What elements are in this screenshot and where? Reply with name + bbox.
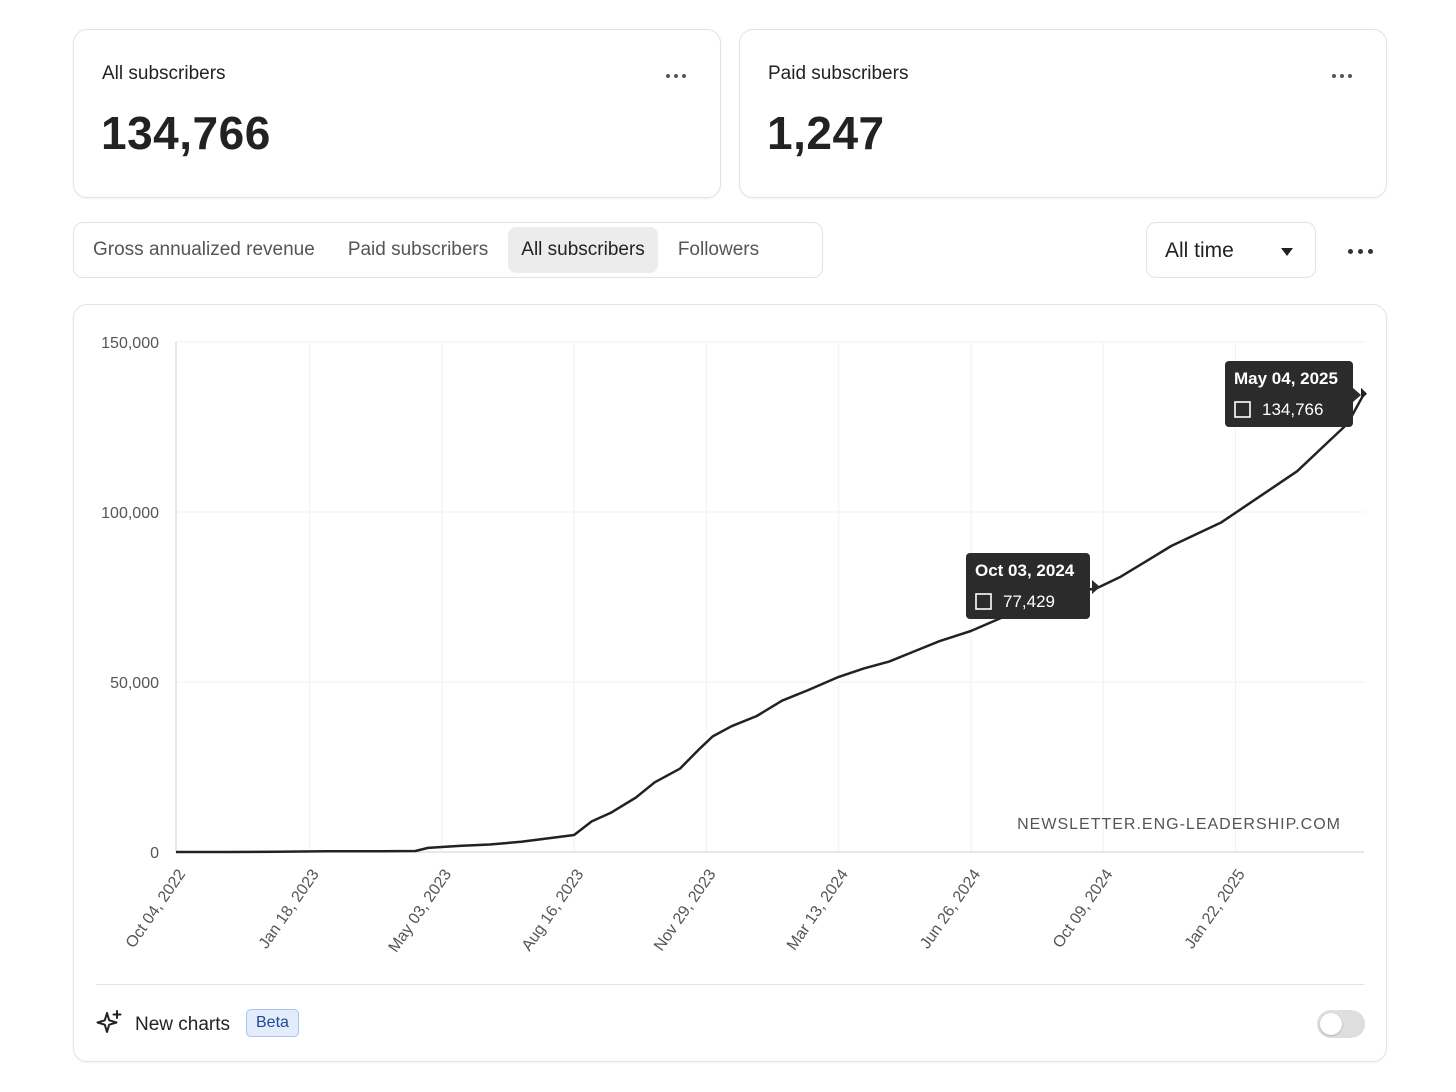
x-tick-label: Jan 18, 2023 [256, 866, 323, 952]
paid-subscribers-card: Paid subscribers 1,247 [739, 29, 1387, 198]
new-charts-label: New charts [135, 1014, 231, 1035]
tooltip-value: 77,429 [1003, 592, 1055, 611]
tab-all-subscribers[interactable]: All subscribers [508, 227, 658, 273]
new-charts-toggle[interactable] [1317, 1010, 1365, 1038]
y-tick-label: 0 [150, 845, 159, 862]
x-tick-label: Mar 13, 2024 [784, 866, 852, 953]
x-tick-label: Aug 16, 2023 [519, 866, 588, 954]
x-tick-label: Oct 04, 2022 [123, 866, 190, 951]
stat-value: 134,766 [101, 107, 271, 159]
beta-badge: Beta [246, 1009, 299, 1037]
tooltip-box [1225, 361, 1353, 427]
tooltip-date: May 04, 2025 [1234, 369, 1338, 388]
series-end-marker [1361, 387, 1367, 400]
tab-followers[interactable]: Followers [677, 239, 760, 260]
tab-paid-subscribers[interactable]: Paid subscribers [347, 239, 489, 260]
y-tick-label: 50,000 [110, 675, 159, 692]
tooltip-box [966, 553, 1090, 619]
chart-card: 0 50,000 100,000 150,000 Oct 04, 2022 Jan 18,… [73, 304, 1387, 1062]
time-range-select[interactable]: All time [1146, 222, 1316, 278]
x-tick-label: Nov 29, 2023 [651, 866, 720, 954]
more-options-icon[interactable] [1332, 74, 1352, 78]
tooltip-date: Oct 03, 2024 [975, 561, 1075, 580]
sparkle-icon [96, 1010, 122, 1033]
all-subscribers-card: All subscribers 134,766 [73, 29, 721, 198]
tooltip: Oct 03, 2024 77,429 [966, 553, 1100, 619]
tab-gross-annualized-revenue[interactable]: Gross annualized revenue [93, 239, 315, 260]
stat-value: 1,247 [767, 107, 885, 159]
watermark-text: NEWSLETTER.ENG-LEADERSHIP.COM [1017, 816, 1341, 833]
x-tick-label: Oct 09, 2024 [1050, 866, 1117, 951]
y-tick-label: 100,000 [101, 505, 159, 522]
caret-down-icon [1281, 248, 1293, 256]
legend-square-icon [1234, 401, 1251, 418]
subscribers-chart: 0 50,000 100,000 150,000 Oct 04, 2022 Jan 18,… [101, 335, 1367, 956]
stat-title: All subscribers [102, 63, 226, 84]
legend-square-icon [975, 593, 992, 610]
series-line [176, 393, 1366, 854]
chart-more-options-icon[interactable] [1348, 249, 1373, 254]
metric-tabs: Gross annualized revenue Paid subscriber… [73, 222, 823, 278]
more-options-icon[interactable] [666, 74, 686, 78]
x-tick-label: May 03, 2023 [386, 866, 456, 955]
tooltip: May 04, 2025 134,766 [1225, 361, 1361, 427]
y-tick-label: 150,000 [101, 335, 159, 352]
tooltip-pointer [1092, 580, 1100, 594]
tooltip-pointer [1353, 388, 1361, 402]
x-tick-label: Jan 22, 2025 [1182, 866, 1249, 952]
stat-title: Paid subscribers [768, 63, 909, 84]
x-tick-label: Jun 26, 2024 [917, 866, 984, 952]
time-range-value: All time [1165, 239, 1234, 262]
toggle-knob [1320, 1013, 1342, 1035]
footer-divider [96, 984, 1364, 985]
tooltip-value: 134,766 [1262, 400, 1323, 419]
